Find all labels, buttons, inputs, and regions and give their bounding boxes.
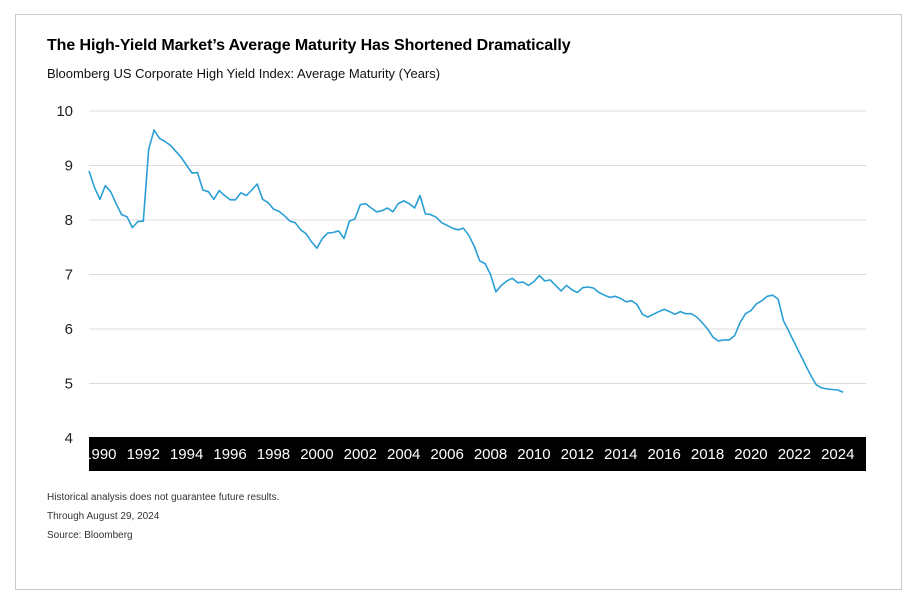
x-tick-label: 2020	[734, 446, 767, 463]
series-line	[88, 129, 844, 393]
x-tick-label: 2024	[821, 446, 854, 463]
y-tick-label: 7	[65, 267, 73, 284]
x-tick-label: 1990	[83, 446, 116, 463]
y-axis-labels: 10 9 8 7 6 5 4	[56, 103, 73, 447]
x-tick-label: 1996	[213, 446, 246, 463]
source-note: Source: Bloomberg	[47, 530, 133, 541]
x-tick-label: 1998	[257, 446, 290, 463]
x-tick-label: 2000	[300, 446, 333, 463]
chart-subtitle: Bloomberg US Corporate High Yield Index:…	[47, 66, 441, 81]
chart-title: The High-Yield Market’s Average Maturity…	[47, 37, 571, 54]
x-tick-label: 2008	[474, 446, 507, 463]
x-tick-label: 2014	[604, 446, 637, 463]
x-axis-labels: 1990 1992 1994 1996 1998 2000 2002 2004 2006 2008…	[83, 446, 854, 463]
x-tick-label: 2010	[517, 446, 550, 463]
x-tick-label: 2002	[344, 446, 377, 463]
y-tick-label: 5	[65, 376, 73, 393]
x-tick-label: 1992	[127, 446, 160, 463]
x-axis-band	[89, 437, 866, 471]
y-tick-label: 4	[65, 430, 73, 447]
y-tick-label: 8	[65, 212, 73, 229]
gridlines	[89, 110, 866, 384]
x-tick-label: 2016	[647, 446, 680, 463]
x-tick-label: 1994	[170, 446, 203, 463]
x-tick-label: 2004	[387, 446, 420, 463]
data-date-note: Through August 29, 2024	[47, 511, 160, 522]
x-tick-label: 2022	[778, 446, 811, 463]
x-tick-label: 2018	[691, 446, 724, 463]
chart-frame	[15, 14, 902, 590]
disclaimer-note: Historical analysis does not guarantee f…	[47, 492, 280, 503]
x-tick-label: 2012	[561, 446, 594, 463]
y-tick-label: 9	[65, 158, 73, 175]
y-tick-label: 6	[65, 321, 73, 338]
footnotes: Historical analysis does not guarantee f…	[47, 491, 279, 548]
y-tick-label: 10	[56, 103, 73, 120]
x-tick-label: 2006	[430, 446, 463, 463]
